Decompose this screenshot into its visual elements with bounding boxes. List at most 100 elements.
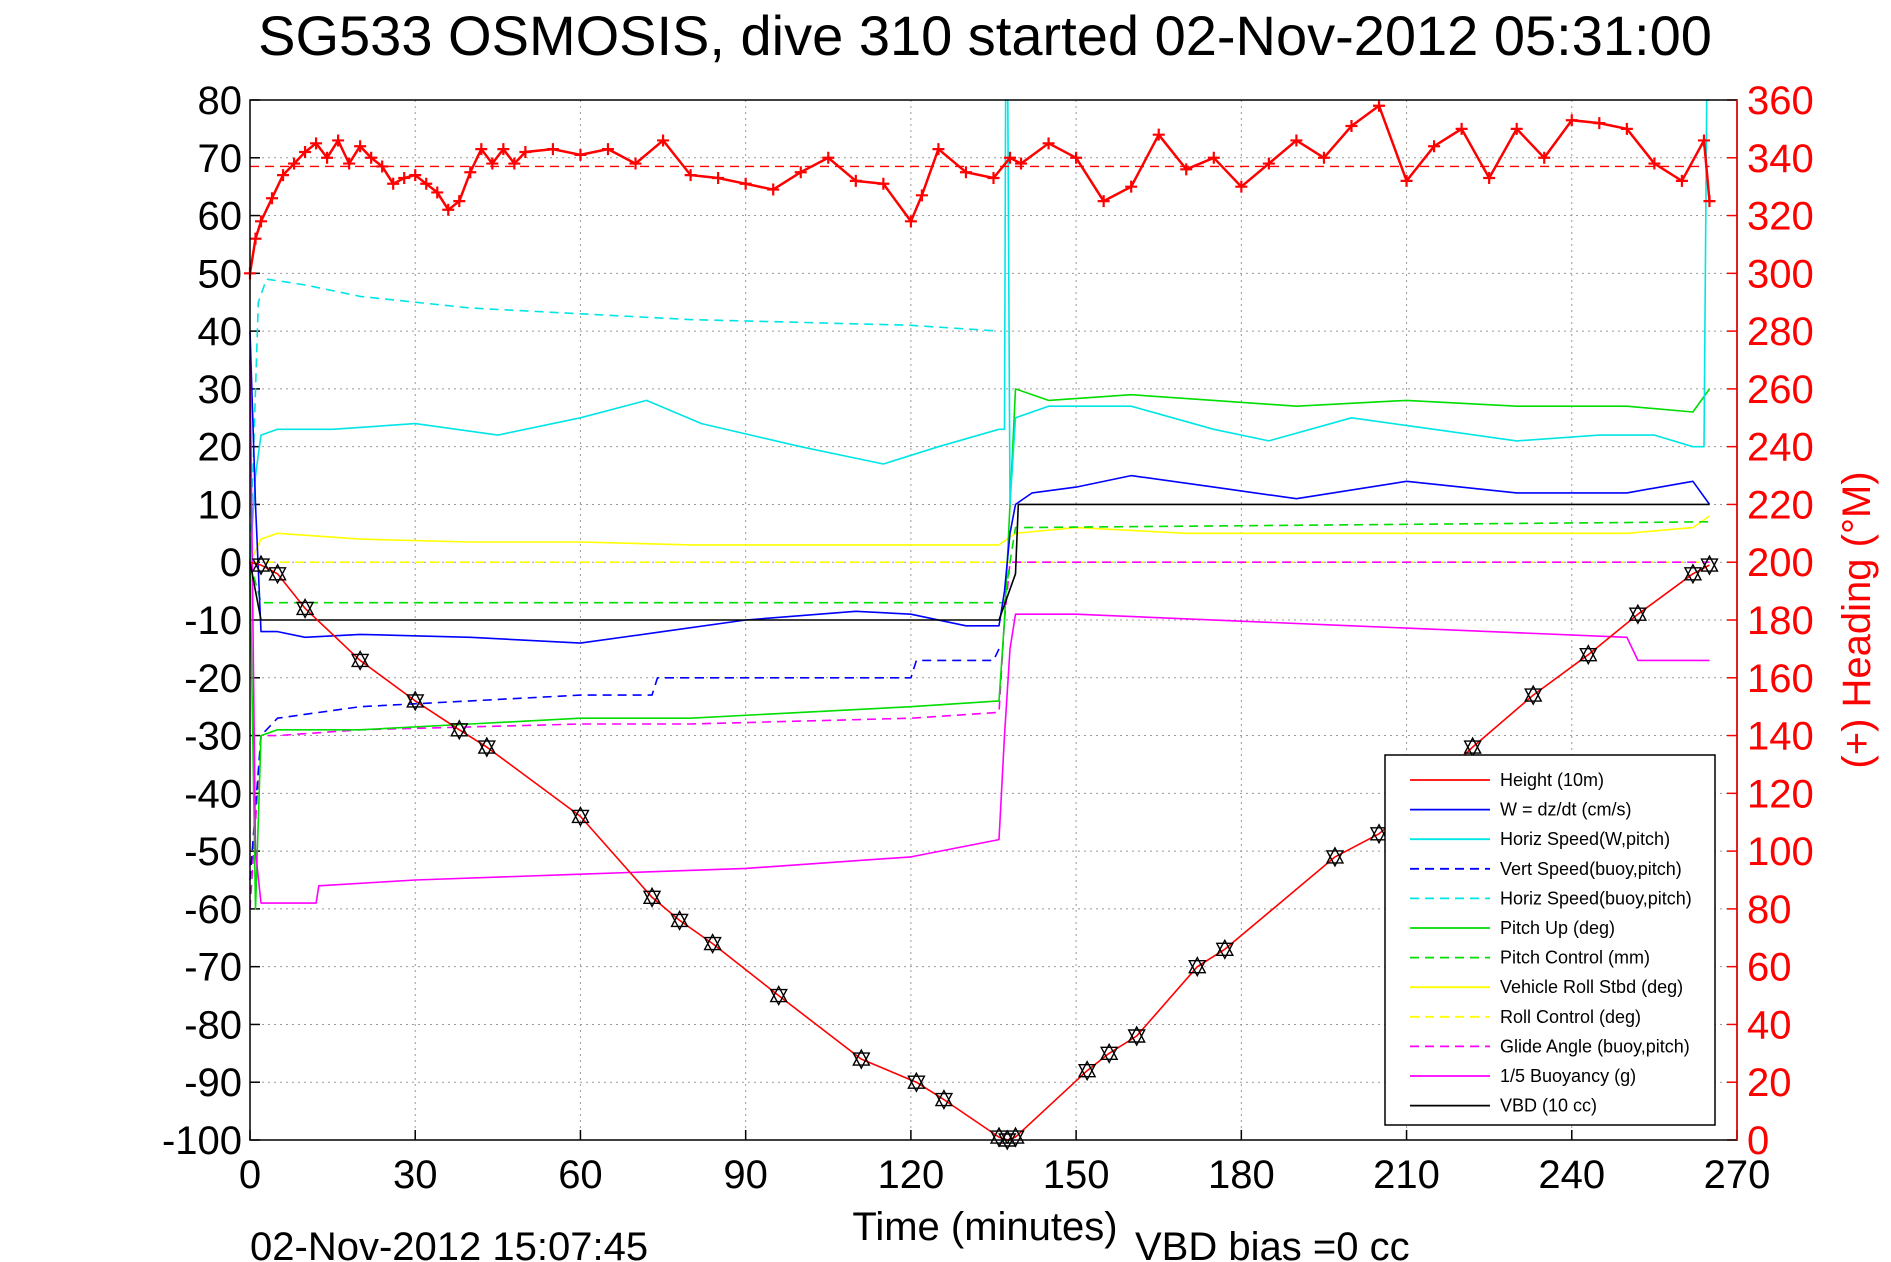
height-marker bbox=[350, 649, 370, 671]
height-marker bbox=[703, 933, 722, 955]
x-tick-label: 0 bbox=[239, 1153, 261, 1197]
y-tick-label: 40 bbox=[198, 310, 243, 354]
heading-marker bbox=[1538, 151, 1551, 164]
heading-marker bbox=[1180, 163, 1193, 176]
height-marker bbox=[1325, 846, 1345, 868]
heading-marker bbox=[684, 169, 697, 182]
x-tick-label: 240 bbox=[1538, 1153, 1605, 1197]
y2-tick-label: 60 bbox=[1747, 946, 1792, 990]
y-tick-label: -60 bbox=[184, 888, 242, 932]
heading-marker bbox=[475, 143, 488, 156]
legend-item: Roll Control (deg) bbox=[1410, 1007, 1641, 1027]
heading-marker bbox=[767, 183, 780, 196]
series-line-w-dz-dt-cm-s bbox=[249, 331, 1711, 644]
height-marker bbox=[571, 805, 590, 827]
height-marker bbox=[1006, 1126, 1025, 1148]
heading-trace bbox=[248, 103, 1711, 274]
x-tick-label: 30 bbox=[393, 1153, 438, 1197]
x-tick-label: 90 bbox=[723, 1153, 768, 1197]
height-marker bbox=[1127, 1025, 1146, 1047]
heading-marker bbox=[277, 169, 290, 182]
y-tick-label: -50 bbox=[184, 830, 242, 874]
legend-label: Pitch Up (deg) bbox=[1500, 918, 1615, 938]
y-tick-label: -100 bbox=[162, 1119, 242, 1163]
legend-item: Height (10m) bbox=[1410, 770, 1604, 790]
y-tick-label: 60 bbox=[198, 195, 243, 239]
legend-label: Glide Angle (buoy,pitch) bbox=[1500, 1036, 1690, 1056]
y-tick-label: -40 bbox=[184, 772, 242, 816]
legend-item: Vehicle Roll Stbd (deg) bbox=[1410, 977, 1683, 997]
height-marker bbox=[934, 1089, 954, 1111]
legend-item: Horiz Speed(W,pitch) bbox=[1410, 829, 1670, 849]
heading-marker bbox=[486, 157, 499, 170]
y-tick-label: -20 bbox=[184, 657, 242, 701]
heading-marker bbox=[442, 203, 455, 216]
y-tick-label: -70 bbox=[184, 946, 242, 990]
legend-label: Horiz Speed(W,pitch) bbox=[1500, 829, 1670, 849]
heading-marker bbox=[629, 157, 642, 170]
series-line-vehicle-roll-stbd-deg bbox=[249, 515, 1710, 563]
heading-marker bbox=[904, 215, 917, 228]
heading-marker bbox=[546, 143, 559, 156]
y2-tick-label: 360 bbox=[1747, 79, 1814, 123]
height-marker bbox=[251, 554, 271, 576]
heading-marker bbox=[343, 157, 356, 170]
y2-tick-label: 300 bbox=[1747, 252, 1814, 296]
y2-tick-label: 20 bbox=[1747, 1061, 1792, 1105]
y-tick-label: -30 bbox=[184, 715, 242, 759]
legend-label: W = dz/dt (cm/s) bbox=[1500, 800, 1632, 820]
y2-tick-label: 280 bbox=[1747, 310, 1814, 354]
legend-item: Pitch Up (deg) bbox=[1410, 918, 1615, 938]
height-marker bbox=[406, 690, 425, 712]
legend-label: 1/5 Buoyancy (g) bbox=[1500, 1066, 1636, 1086]
height-marker bbox=[1369, 823, 1389, 845]
height-marker bbox=[642, 886, 662, 908]
y2-tick-label: 40 bbox=[1747, 1003, 1792, 1047]
series-line-horiz-speed-buoy-pitch bbox=[249, 278, 1000, 563]
heading-marker bbox=[1400, 174, 1413, 187]
heading-marker bbox=[959, 166, 972, 179]
heading-marker bbox=[1317, 151, 1330, 164]
heading-marker bbox=[915, 189, 928, 202]
y2-tick-label: 120 bbox=[1747, 772, 1814, 816]
x-tick-label: 270 bbox=[1704, 1153, 1771, 1197]
y2-tick-label: 140 bbox=[1747, 715, 1814, 759]
heading-marker bbox=[574, 148, 587, 161]
heading-marker bbox=[1125, 180, 1138, 193]
timestamp-footer: 02-Nov-2012 15:07:45 bbox=[250, 1225, 648, 1262]
heading-marker bbox=[1235, 180, 1248, 193]
y-tick-label: 10 bbox=[198, 483, 243, 527]
heading-marker bbox=[249, 232, 262, 245]
series-line-horiz-speed-w-pitch bbox=[249, 99, 1710, 563]
heading-marker bbox=[420, 177, 433, 190]
heading-marker bbox=[1152, 128, 1165, 141]
heading-marker bbox=[987, 172, 1000, 184]
height-marker bbox=[1524, 684, 1543, 706]
y2-tick-label: 320 bbox=[1747, 195, 1814, 239]
chart-title: SG533 OSMOSIS, dive 310 started 02-Nov-2… bbox=[258, 4, 1712, 67]
heading-marker bbox=[332, 134, 345, 147]
heading-marker bbox=[1697, 134, 1710, 147]
legend-label: Horiz Speed(buoy,pitch) bbox=[1500, 888, 1692, 908]
height-marker bbox=[1579, 644, 1598, 666]
height-marker bbox=[1463, 736, 1482, 758]
heading-marker bbox=[739, 177, 752, 190]
y2-tick-label: 100 bbox=[1747, 830, 1814, 874]
heading-marker bbox=[1004, 151, 1017, 164]
heading-marker bbox=[255, 215, 268, 228]
heading-marker bbox=[1015, 157, 1028, 170]
heading-marker bbox=[1510, 122, 1523, 135]
x-tick-label: 60 bbox=[558, 1153, 603, 1197]
height-marker bbox=[907, 1071, 926, 1093]
height-marker bbox=[295, 597, 315, 619]
heading-marker bbox=[299, 146, 312, 158]
heading-marker bbox=[321, 151, 334, 164]
heading-marker bbox=[1428, 140, 1441, 153]
heading-marker bbox=[288, 157, 301, 170]
heading-marker bbox=[508, 157, 521, 170]
height-marker bbox=[670, 909, 689, 931]
legend-item: Vert Speed(buoy,pitch) bbox=[1410, 859, 1682, 879]
series-line-vert-speed-buoy-pitch bbox=[249, 648, 1000, 881]
heading-marker bbox=[431, 186, 444, 199]
